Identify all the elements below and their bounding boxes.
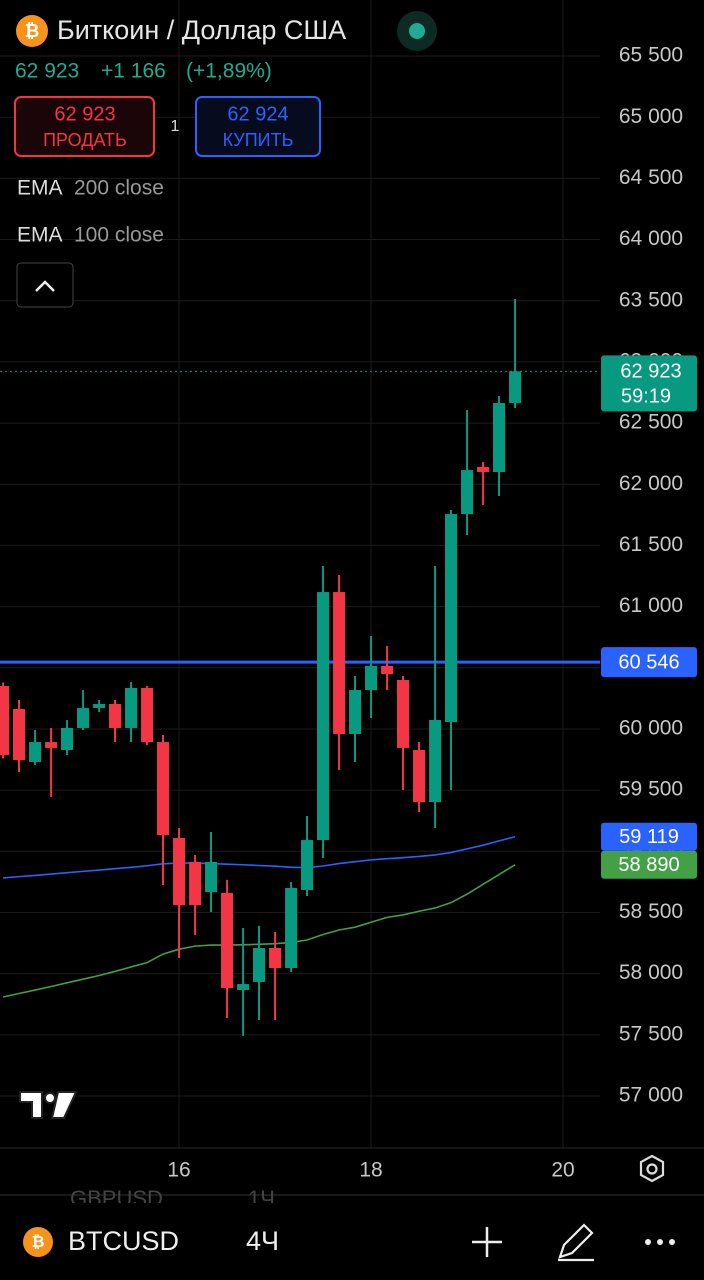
candle-body	[93, 703, 106, 709]
candle-body	[109, 703, 122, 728]
draw-icon[interactable]	[558, 1223, 594, 1262]
legend-name: EMA	[17, 224, 63, 247]
x-tick-label: 20	[551, 1159, 574, 1182]
btc-icon-glyph: ₿	[31, 1233, 44, 1251]
legend-params: 100 close	[74, 224, 164, 247]
chevron-up	[35, 280, 55, 292]
footer-interval[interactable]: 4Ч	[246, 1226, 279, 1256]
x-tick-label: 18	[359, 1159, 382, 1182]
candle-body	[413, 749, 426, 802]
last-price-bg	[601, 355, 697, 412]
y-tick-label: 61 000	[619, 594, 683, 617]
candle-body	[381, 665, 394, 675]
price-label-bg	[601, 647, 697, 678]
price-change: +1 166	[101, 60, 166, 83]
candle-body	[221, 893, 234, 988]
legend-name: EMA	[17, 177, 63, 200]
candle-body	[429, 720, 442, 802]
btc-icon-glyph: ₿	[25, 21, 40, 41]
candle-body	[333, 592, 346, 734]
ema-line	[3, 835, 516, 879]
x-tick-label: 16	[167, 1159, 190, 1182]
sell-label: ПРОДАТЬ	[43, 130, 127, 150]
candle-body	[13, 709, 26, 761]
y-tick-label: 61 500	[619, 533, 683, 556]
ema-label-bg	[601, 850, 697, 879]
candle-body	[509, 371, 522, 404]
candle-body	[29, 742, 42, 762]
add-icon[interactable]	[472, 1227, 502, 1257]
y-tick-label: 58 500	[619, 900, 683, 923]
y-tick-label: 64 000	[619, 227, 683, 250]
candle-body	[205, 861, 218, 893]
candle-body	[445, 513, 458, 722]
last-price: 62 923	[15, 60, 79, 83]
quantity: 1	[171, 118, 180, 135]
y-tick-label: 58 000	[619, 961, 683, 984]
collapse-button[interactable]	[16, 262, 74, 308]
buy-label: КУПИТЬ	[223, 130, 294, 150]
y-tick-label: 59 500	[619, 778, 683, 801]
candle-body	[61, 727, 74, 750]
candle-body	[493, 403, 506, 473]
ema-label: 58 890	[618, 854, 679, 876]
candle-body	[125, 687, 138, 728]
candle-body	[77, 708, 90, 728]
candle-body	[349, 690, 362, 734]
btc-icon	[16, 15, 48, 47]
candle-body	[269, 947, 282, 969]
y-tick-label: 64 500	[619, 166, 683, 189]
candle-body	[45, 742, 58, 748]
candle-body	[173, 837, 186, 906]
buy-button[interactable]	[195, 96, 321, 157]
candle-body	[477, 467, 490, 473]
candle-body	[157, 742, 170, 836]
sell-button[interactable]	[14, 96, 155, 157]
footer-bar	[0, 1203, 704, 1280]
price-change-pct: (+1,89%)	[186, 60, 272, 83]
y-tick-label: 57 500	[619, 1022, 683, 1045]
candle-body	[237, 984, 250, 991]
y-tick-label: 65 500	[619, 44, 683, 67]
candle-body	[253, 947, 266, 982]
ema-label-bg	[601, 822, 697, 851]
candle-body	[285, 888, 298, 969]
price-label: 60 546	[618, 651, 679, 673]
candle-body	[0, 686, 10, 756]
y-tick-label: 63 500	[619, 288, 683, 311]
candle-body	[397, 680, 410, 748]
y-tick-label: 62 500	[619, 411, 683, 434]
footer-symbol[interactable]: BTCUSD	[68, 1226, 179, 1256]
symbol-title: Биткоин / Доллар США	[57, 15, 346, 45]
y-tick-label: 62 000	[619, 472, 683, 495]
legend-params: 200 close	[74, 177, 164, 200]
y-tick-label: 60 000	[619, 717, 683, 740]
candle-body	[189, 861, 202, 906]
candle-body	[301, 840, 314, 890]
ema-label: 59 119	[619, 826, 679, 848]
countdown-label: 59:19	[621, 386, 671, 408]
candle-body	[317, 592, 330, 841]
y-tick-label: 65 000	[619, 105, 683, 128]
y-tick-label: 57 000	[619, 1084, 683, 1107]
tv-logo	[19, 1091, 78, 1119]
candle-body	[365, 665, 378, 691]
buy-price: 62 924	[227, 103, 288, 125]
sell-price: 62 923	[54, 103, 115, 125]
market-status-dot	[409, 23, 425, 39]
btc-icon	[23, 1227, 53, 1257]
more-icon[interactable]	[645, 1239, 675, 1245]
candle-body	[141, 687, 154, 743]
candle-body	[461, 470, 474, 514]
settings-icon[interactable]	[639, 1154, 665, 1183]
last-price-label: 62 923	[620, 361, 681, 383]
